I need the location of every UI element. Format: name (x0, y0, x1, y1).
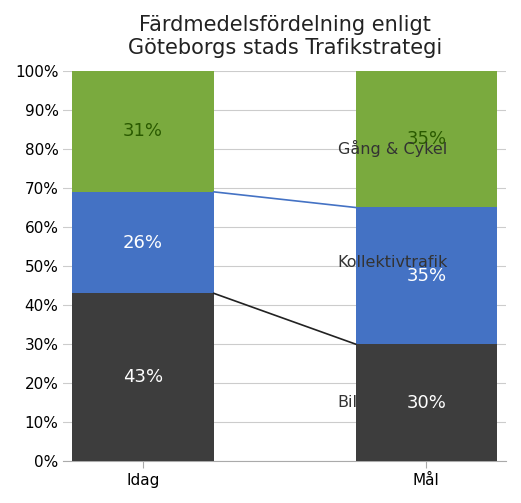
Bar (72, 192, 214, 293)
Bar (355, 71, 497, 207)
Text: 31%: 31% (123, 122, 163, 140)
Text: 43%: 43% (123, 368, 163, 386)
Text: Gång & Cykel: Gång & Cykel (338, 140, 447, 157)
Text: Kollektivtrafik: Kollektivtrafik (338, 255, 448, 270)
Bar (355, 344, 497, 461)
Text: 26%: 26% (123, 233, 163, 252)
Bar (72, 293, 214, 461)
Text: 35%: 35% (406, 267, 446, 285)
Text: 35%: 35% (406, 130, 446, 148)
Bar (355, 207, 497, 344)
Text: 30%: 30% (406, 394, 446, 411)
Title: Färdmedelsfördelning enligt
Göteborgs stads Trafikstrategi: Färdmedelsfördelning enligt Göteborgs st… (128, 15, 442, 58)
Text: Bil: Bil (338, 395, 358, 410)
Bar (72, 71, 214, 192)
